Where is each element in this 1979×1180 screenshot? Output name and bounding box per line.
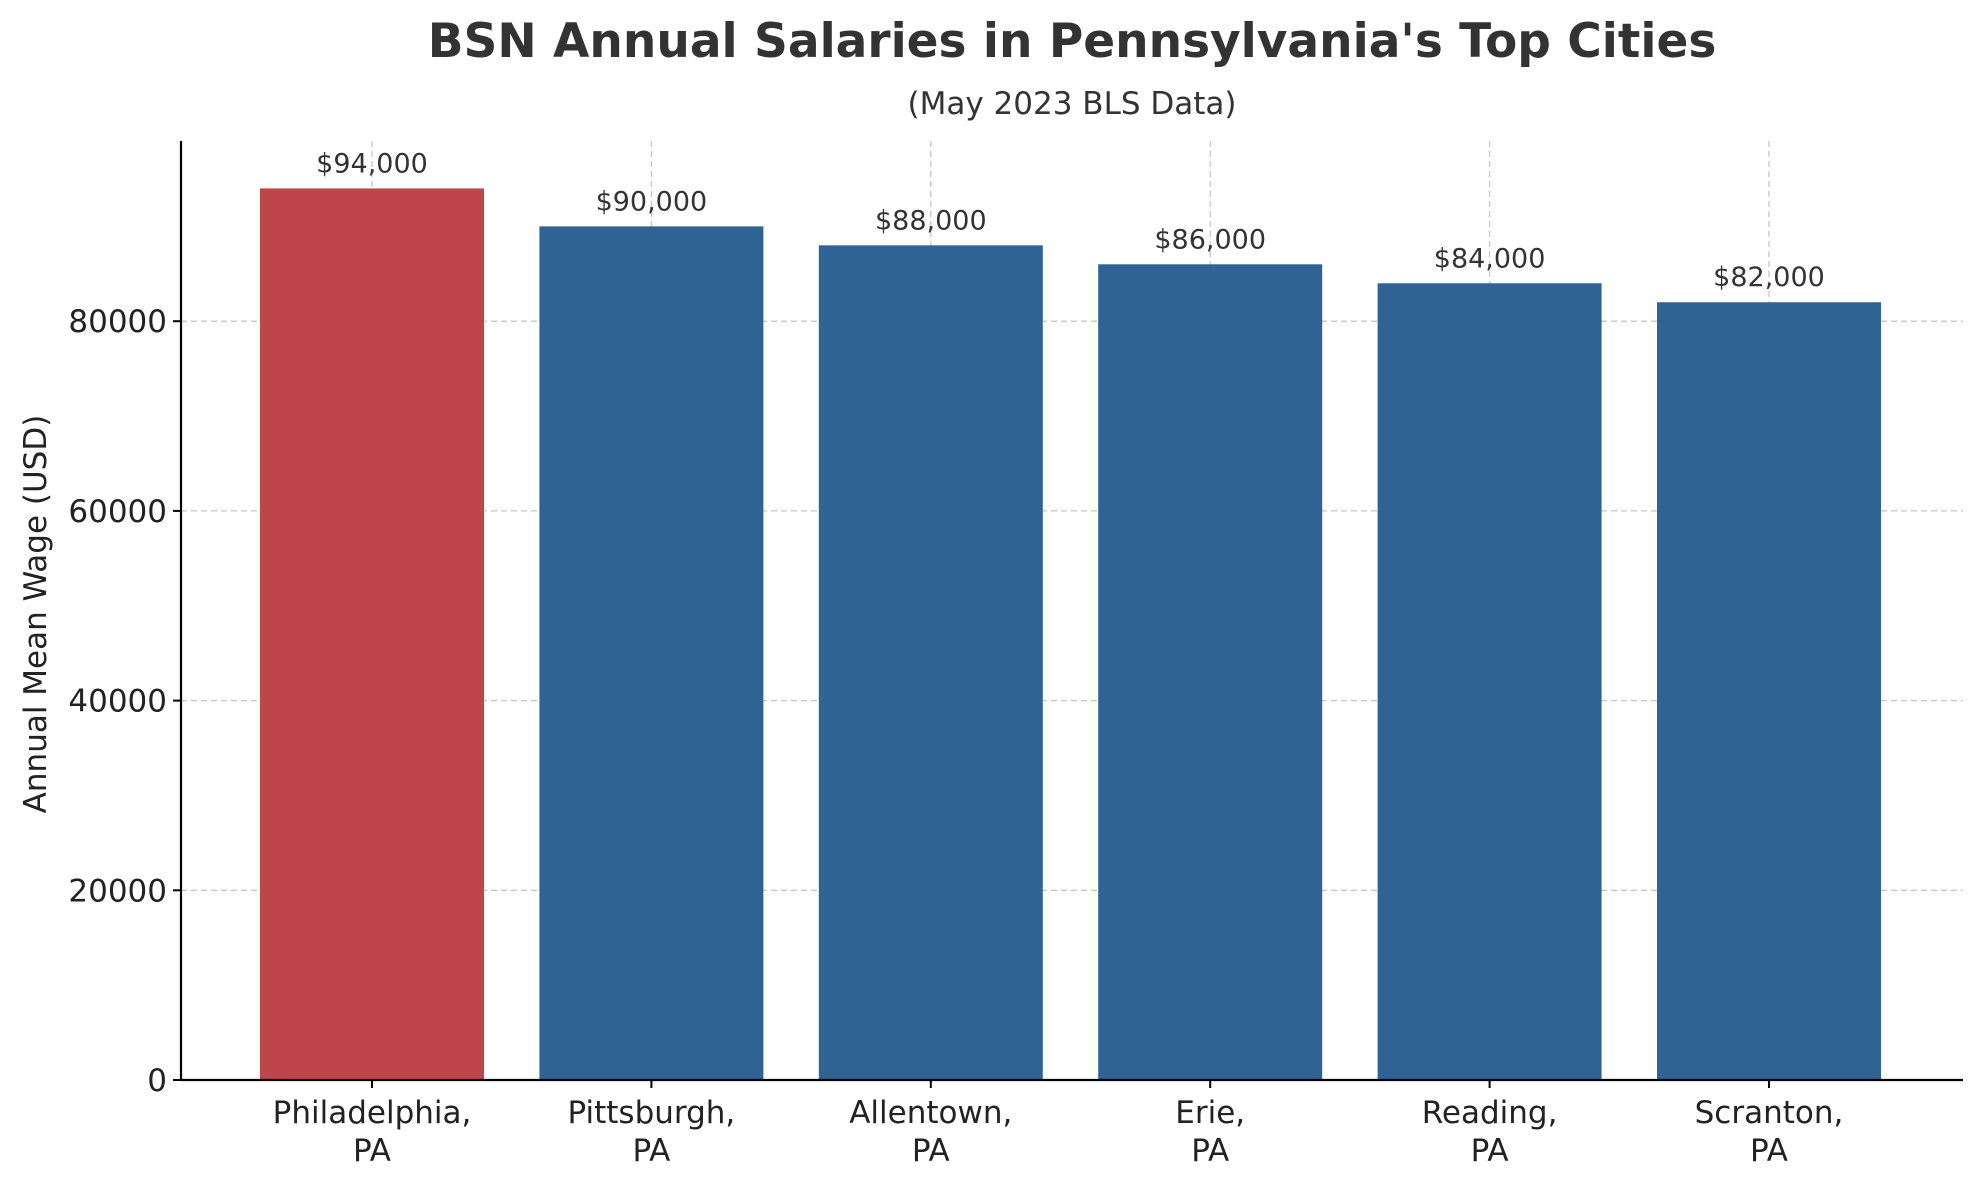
bar-value-label: $88,000 (875, 205, 987, 236)
bar-value-label: $86,000 (1154, 224, 1266, 255)
bars (260, 188, 1881, 1081)
y-tick-label: 80000 (68, 304, 167, 340)
chart-subtitle: (May 2023 BLS Data) (908, 86, 1237, 122)
axes (173, 141, 1963, 1088)
x-tick-label: Erie, PA (1175, 1095, 1245, 1169)
bar-value-label: $82,000 (1713, 262, 1825, 293)
bar (539, 226, 764, 1080)
x-tick-label: Reading, PA (1422, 1095, 1558, 1169)
y-tick-label: 60000 (68, 494, 167, 530)
x-tick-label: Allentown, PA (849, 1095, 1012, 1169)
bar (818, 245, 1043, 1081)
y-tick-label: 0 (147, 1063, 167, 1099)
bar-value-label: $90,000 (596, 186, 708, 217)
bar-value-label: $84,000 (1434, 243, 1546, 274)
bar (1098, 264, 1323, 1080)
y-tick-label: 20000 (68, 873, 167, 909)
bar (260, 188, 484, 1080)
chart-title: BSN Annual Salaries in Pennsylvania's To… (428, 14, 1717, 69)
bar (1377, 283, 1602, 1081)
bar (1657, 302, 1881, 1080)
x-tick-label: Scranton, PA (1695, 1095, 1844, 1169)
bar-value-label: $94,000 (316, 148, 428, 179)
y-axis-label: Annual Mean Wage (USD) (18, 415, 54, 814)
x-tick-label: Pittsburgh, PA (568, 1095, 736, 1169)
y-tick-label: 40000 (68, 684, 167, 720)
x-tick-label: Philadelphia, PA (273, 1095, 472, 1169)
labels: $94,000 $90,000 $88,000 $86,000 $84,000 $82,0… (68, 148, 1843, 1169)
